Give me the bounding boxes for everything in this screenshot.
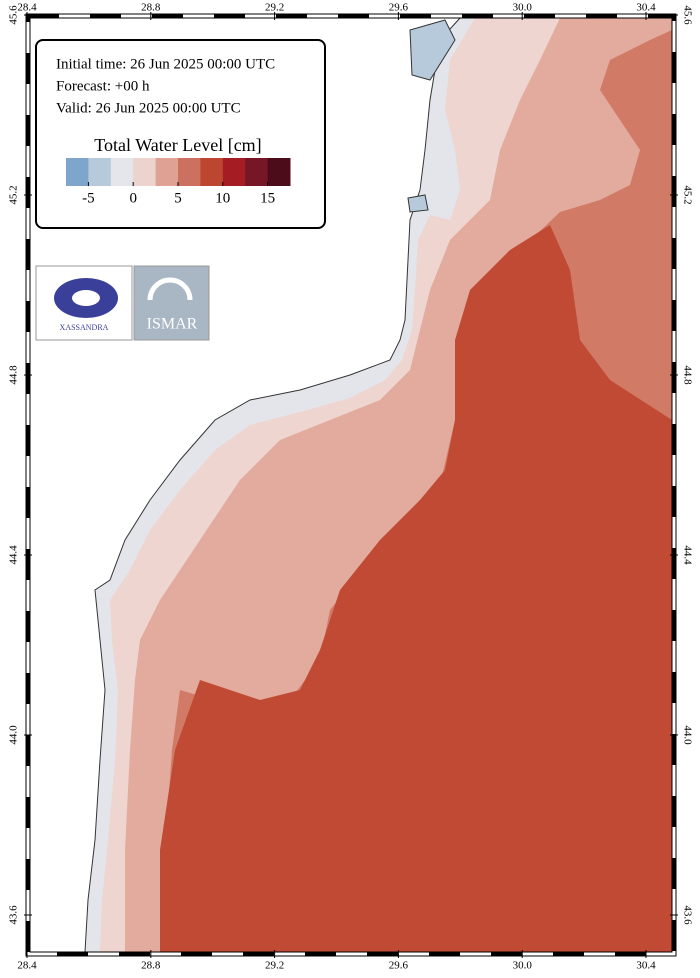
colorbar-swatch (200, 158, 224, 186)
coastline (84, 17, 461, 953)
y-tick-label: 44.4 (8, 545, 20, 565)
y-tick-label: 45.6 (681, 5, 693, 25)
x-tick-label: 28.4 (17, 960, 37, 972)
x-tick-label: 29.2 (265, 2, 284, 14)
logo-text: ISMAR (147, 316, 198, 333)
y-tick-label: 45.6 (8, 5, 20, 25)
colorbar-tick-label: 15 (260, 190, 275, 206)
colorbar-swatch (155, 158, 179, 186)
x-tick-label: 30.0 (513, 2, 533, 14)
lagoon (409, 19, 456, 81)
info-text: Forecast: +00 h (56, 78, 150, 94)
y-tick-label: 43.6 (681, 905, 693, 925)
y-tick-label: 44.4 (681, 545, 693, 565)
sea-band-5 (160, 225, 672, 952)
map-area (84, 17, 672, 953)
logo-swirl-center (72, 290, 100, 306)
y-tick-label: 45.2 (681, 185, 693, 204)
x-tick-label: 28.8 (141, 2, 161, 14)
y-tick-label: 45.2 (8, 185, 20, 204)
x-tick-label: 29.2 (265, 960, 284, 972)
colorbar-swatch (245, 158, 269, 186)
y-tick-label: 43.6 (8, 905, 20, 925)
colorbar-tick-label: 10 (215, 190, 230, 206)
colorbar-swatch (178, 158, 201, 186)
colorbar-title: Total Water Level [cm] (94, 135, 261, 155)
info-text: Valid: 26 Jun 2025 00:00 UTC (56, 100, 241, 116)
y-tick-label: 44.0 (8, 725, 20, 745)
x-tick-label: 30.4 (636, 960, 656, 972)
info-text: Initial time: 26 Jun 2025 00:00 UTC (56, 56, 275, 72)
x-tick-label: 28.4 (17, 2, 37, 14)
lagoon (407, 194, 429, 213)
colorbar-swatch (88, 158, 112, 186)
colorbar-swatch (222, 158, 246, 186)
y-tick-label: 44.0 (681, 725, 693, 745)
logos: XASSANDRA ISMAR (35, 265, 210, 341)
colorbar-tick-label: 5 (174, 190, 182, 206)
x-tick-label: 30.0 (513, 960, 533, 972)
logo-text: XASSANDRA (60, 323, 109, 332)
x-tick-label: 29.6 (389, 2, 409, 14)
x-tick-label: 29.6 (389, 960, 409, 972)
colorbar-tick-label: 0 (129, 190, 137, 206)
x-tick-label: 30.4 (636, 2, 656, 14)
x-tick-label: 28.8 (141, 960, 161, 972)
logo-arc (147, 277, 193, 301)
colorbar-swatch (133, 158, 157, 186)
colorbar-swatch (110, 158, 134, 186)
colorbar-swatch (267, 158, 291, 186)
y-tick-label: 44.8 (681, 365, 693, 385)
colorbar-tick-label: -5 (82, 190, 95, 206)
y-tick-label: 44.8 (8, 365, 20, 385)
map-frame-checker (26, 14, 676, 956)
colorbar-swatch (66, 158, 89, 186)
